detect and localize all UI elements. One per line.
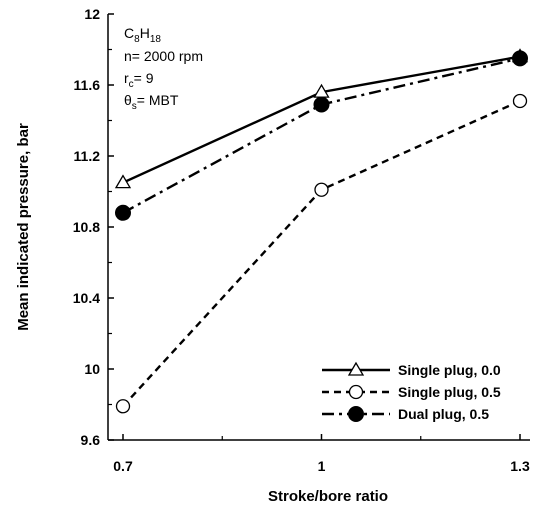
data-point-marker [313, 96, 330, 113]
legend-label: Single plug, 0.0 [398, 362, 501, 378]
spark-timing-label: θs= MBT [124, 92, 179, 112]
legend-marker [348, 406, 364, 422]
legend-marker [347, 361, 365, 376]
y-tick-label: 10.4 [73, 290, 100, 306]
x-tick-label: 1.3 [510, 458, 530, 474]
x-axis-title: Stroke/bore ratio [268, 488, 388, 505]
y-tick-label: 12 [84, 6, 100, 22]
legend: Single plug, 0.0 Single plug, 0.5 Dual plu… [322, 361, 501, 422]
y-axis-title: Mean indicated pressure, bar [15, 123, 32, 331]
compression-ratio-label: rc= 9 [124, 70, 154, 90]
axis-ticks: 9.6 10 10.4 10.8 11.2 11.6 12 0.7 1 1.3 [73, 6, 530, 474]
data-point-marker [115, 204, 131, 221]
y-tick-label: 10 [84, 361, 100, 377]
legend-label: Dual plug, 0.5 [398, 406, 489, 422]
series-line [122, 99, 521, 408]
data-point-marker [512, 93, 528, 109]
conditions-annotation: C8H18 n= 2000 rpm rc= 9 θs= MBT [124, 25, 203, 112]
y-tick-label: 11.2 [74, 148, 101, 164]
legend-marker [348, 384, 364, 400]
x-tick-label: 1 [318, 458, 326, 474]
series-line [122, 55, 521, 184]
y-tick-label: 11.6 [74, 77, 101, 93]
y-tick-label: 9.6 [81, 432, 101, 448]
fuel-label: C8H18 [124, 25, 161, 45]
data-point-marker [314, 182, 329, 197]
legend-label: Single plug, 0.5 [398, 384, 501, 400]
data-point-marker [512, 50, 528, 67]
data-point-marker [115, 399, 131, 414]
series-markers [114, 48, 529, 414]
data-point-marker [114, 174, 132, 189]
engine-speed-label: n= 2000 rpm [124, 48, 203, 64]
y-tick-label: 10.8 [73, 219, 100, 235]
x-tick-label: 0.7 [113, 458, 133, 474]
